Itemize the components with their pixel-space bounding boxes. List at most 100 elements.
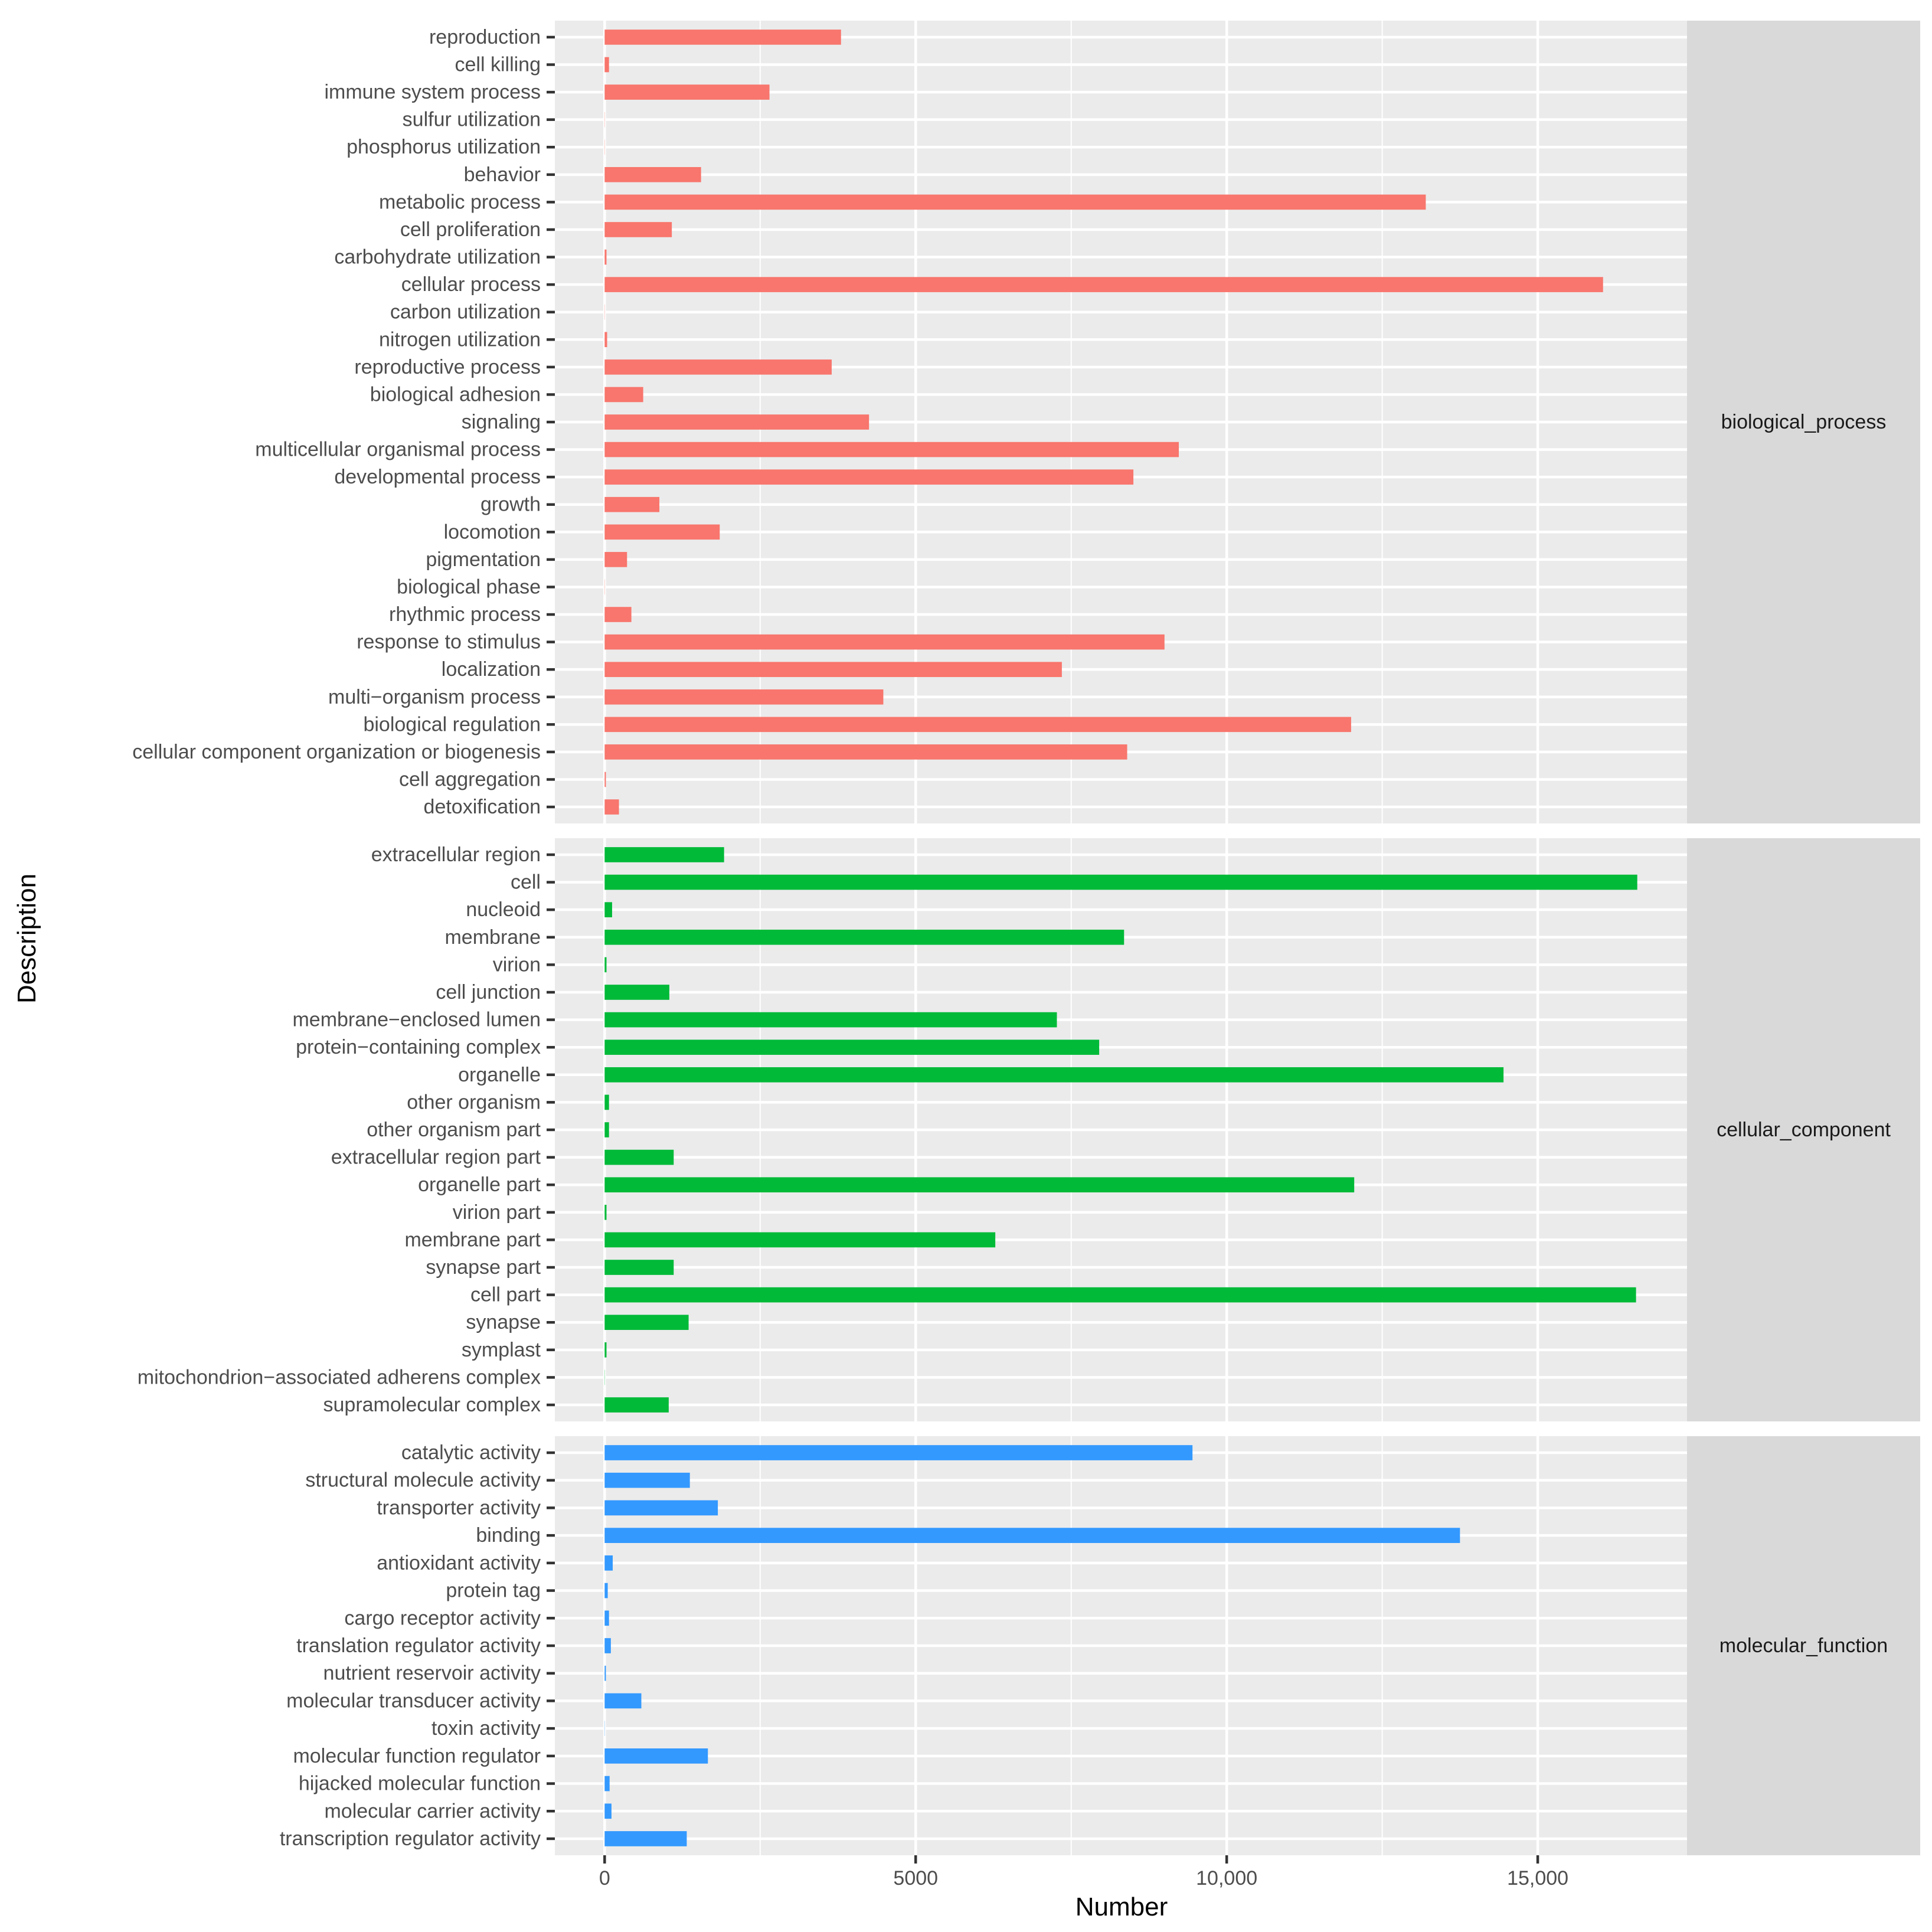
bar-membrane-enclosed-lumen: [604, 1012, 1057, 1028]
bar-cell-junction: [604, 985, 669, 1000]
bar-response-to-stimulus: [604, 634, 1165, 650]
bar-multicellular-organismal-process: [604, 442, 1179, 457]
y-tick-label: virion part: [453, 1201, 541, 1224]
facet-biological-process: reproduction cell killing immune system pr…: [132, 21, 1920, 823]
y-tick-label: sulfur utilization: [403, 109, 541, 131]
y-tick-label: transporter activity: [377, 1496, 541, 1519]
y-tick-label: toxin activity: [431, 1717, 541, 1740]
y-tick-label: protein tag: [446, 1580, 541, 1602]
y-tick-label: cell junction: [436, 981, 541, 1003]
bar-transcription-regulator-activity: [604, 1831, 687, 1846]
y-tick-label: rhythmic process: [389, 603, 541, 626]
y-tick-label: extracellular region part: [331, 1146, 541, 1169]
bar-membrane-part: [604, 1232, 996, 1248]
y-tick-label: cell proliferation: [400, 218, 541, 241]
bar-localization: [604, 662, 1062, 677]
y-tick-label: mitochondrion−associated adherens comple…: [138, 1366, 541, 1388]
facet-strip-label: cellular_component: [1717, 1119, 1891, 1141]
bar-developmental-process: [604, 469, 1134, 485]
y-tick-label: cellular component organization or bioge…: [132, 741, 541, 763]
y-tick-label: developmental process: [334, 466, 541, 488]
y-tick-label: membrane: [444, 926, 541, 949]
y-tick-label: hijacked molecular function: [299, 1773, 541, 1795]
y-tick-label: supramolecular complex: [323, 1394, 541, 1416]
y-tick-label: pigmentation: [426, 548, 541, 571]
facet-strip: [1687, 1436, 1920, 1855]
y-tick-label: membrane−enclosed lumen: [292, 1009, 541, 1031]
bar-transporter-activity: [604, 1500, 718, 1516]
y-tick-label: carbon utilization: [390, 301, 541, 323]
y-axis-title: Description: [12, 874, 41, 1003]
y-tick-label: locomotion: [444, 521, 541, 543]
bar-extracellular-region-part: [604, 1149, 674, 1165]
bar-cell: [604, 874, 1637, 890]
bar-rhythmic-process: [604, 607, 632, 622]
bar-biological-adhesion: [604, 387, 643, 403]
bar-translation-regulator-activity: [604, 1638, 611, 1653]
bar-nitrogen-utilization: [604, 332, 607, 348]
y-tick-label: other organism part: [367, 1119, 541, 1141]
bar-behavior: [604, 167, 701, 182]
bar-nutrient-reservoir-activity: [604, 1665, 606, 1681]
bar-biological-regulation: [604, 717, 1351, 733]
bar-cargo-receptor-activity: [604, 1610, 609, 1626]
bar-molecular-carrier-activity: [604, 1803, 612, 1819]
x-tick-label: 15,000: [1507, 1867, 1568, 1889]
facet-strip-label: molecular_function: [1719, 1634, 1888, 1657]
bar-signaling: [604, 414, 869, 430]
y-tick-label: biological regulation: [363, 713, 541, 735]
bar-extracellular-region: [604, 847, 724, 862]
y-tick-label: molecular carrier activity: [324, 1800, 541, 1822]
y-tick-label: nitrogen utilization: [379, 328, 541, 351]
y-tick-label: transcription regulator activity: [280, 1828, 541, 1850]
y-tick-label: virion: [493, 953, 541, 976]
bar-cell-part: [604, 1287, 1636, 1303]
bar-protein-containing-complex: [604, 1039, 1100, 1055]
y-tick-label: structural molecule activity: [305, 1469, 541, 1492]
y-tick-label: multi−organism process: [328, 686, 541, 708]
y-tick-label: biological adhesion: [370, 383, 541, 406]
y-tick-label: cell aggregation: [399, 768, 541, 790]
bar-organelle-part: [604, 1177, 1355, 1193]
bar-cellular-component-organization-or-biogenesis: [604, 744, 1127, 760]
bar-catalytic-activity: [604, 1445, 1193, 1460]
bar-other-organism: [604, 1094, 609, 1110]
y-tick-label: cell part: [470, 1284, 541, 1306]
y-tick-label: organelle: [458, 1064, 541, 1086]
bar-multi-organism-process: [604, 689, 884, 705]
y-tick-label: cellular process: [401, 273, 541, 296]
bar-locomotion: [604, 524, 720, 540]
y-tick-label: other organism: [407, 1091, 541, 1113]
y-tick-label: extracellular region: [371, 844, 541, 866]
facet-molecular-function: catalytic activity structural molecule ac…: [280, 1436, 1920, 1855]
bar-supramolecular-complex: [604, 1397, 669, 1413]
y-tick-label: phosphorus utilization: [346, 136, 541, 158]
y-tick-label: reproduction: [429, 26, 541, 48]
bar-membrane: [604, 929, 1124, 945]
bar-metabolic-process: [604, 194, 1426, 210]
y-tick-label: biological phase: [397, 576, 541, 598]
y-tick-label: signaling: [462, 411, 541, 433]
bar-synapse: [604, 1315, 689, 1331]
y-tick-label: organelle part: [418, 1173, 541, 1196]
bar-cell-killing: [604, 57, 609, 73]
bar-carbohydrate-utilization: [604, 249, 607, 265]
x-tick-label: 5000: [893, 1867, 938, 1889]
bar-nucleoid: [604, 902, 612, 917]
bar-virion-part: [604, 1204, 607, 1220]
y-tick-label: reproductive process: [354, 356, 541, 378]
bar-structural-molecule-activity: [604, 1472, 690, 1488]
bar-cell-proliferation: [604, 222, 672, 237]
y-tick-label: behavior: [464, 164, 541, 186]
facet-strip: [1687, 21, 1920, 823]
x-tick-label: 10,000: [1196, 1867, 1257, 1889]
bar-synapse-part: [604, 1260, 674, 1275]
facet-cellular-component: extracellular region cell nucleoid membrane…: [138, 838, 1920, 1421]
y-tick-label: cell killing: [455, 54, 541, 76]
x-axis-title: Number: [1075, 1892, 1168, 1921]
bar-virion: [604, 957, 607, 973]
y-tick-label: growth: [480, 493, 541, 516]
y-tick-label: response to stimulus: [357, 631, 541, 653]
y-tick-label: translation regulator activity: [296, 1634, 541, 1657]
